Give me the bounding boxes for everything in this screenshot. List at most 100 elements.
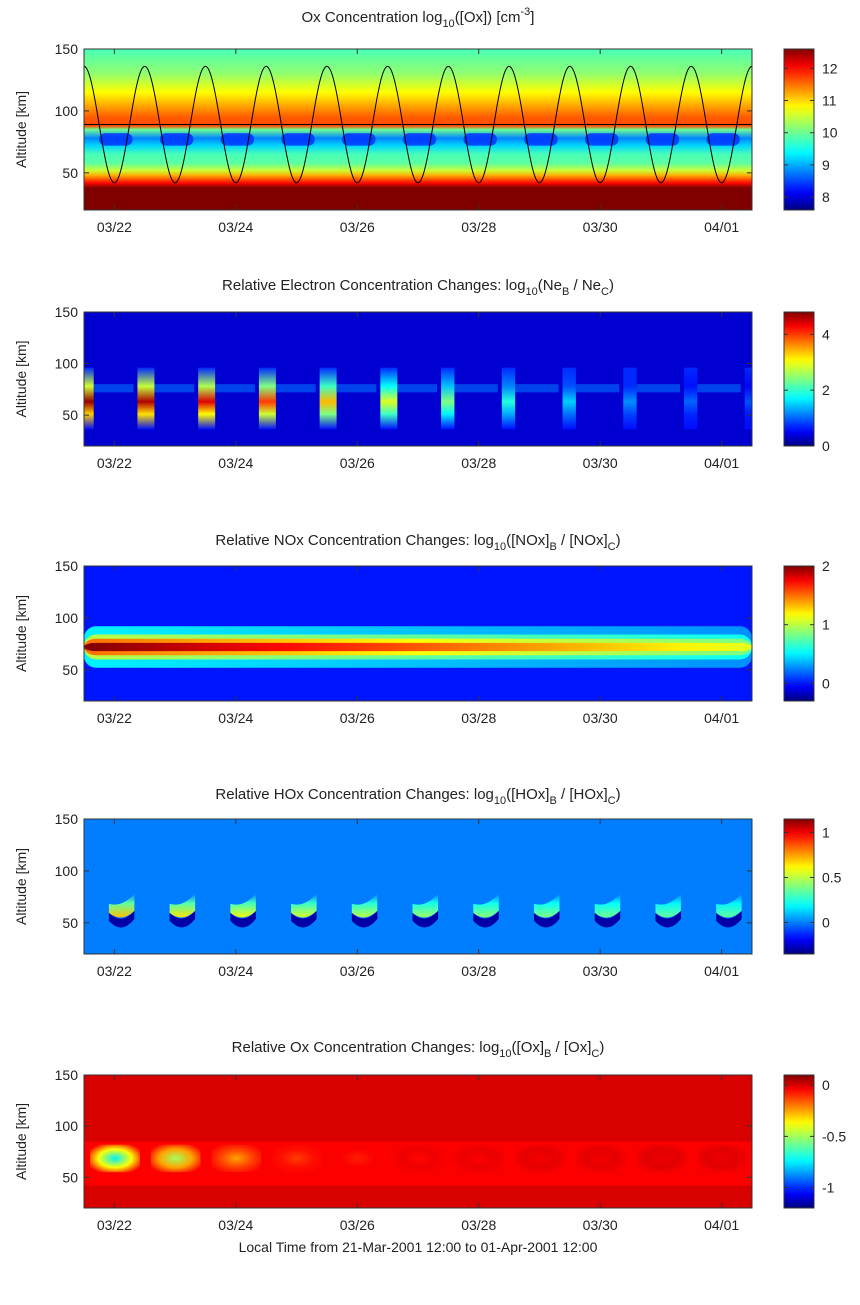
panel-1-title: Ox Concentration log10([Ox]) [cm-3] — [302, 6, 535, 30]
colorbar-tick-label: 0 — [822, 915, 830, 931]
panel-5-axes: 50 100 150 03/22 03/24 03/26 03/28 03/30 04/01 Al… — [13, 1067, 753, 1255]
electron-burst — [441, 367, 455, 430]
panel-1-axes: 50 100 150 03/22 03/24 03/26 03/28 03/30 04/01 Al… — [13, 41, 753, 235]
colorbar-tick-label: 8 — [822, 189, 830, 205]
electron-burst — [380, 367, 398, 430]
colorbar-tick-label: -1 — [822, 1180, 835, 1196]
x-tick-label: 03/28 — [461, 219, 496, 235]
x-tick-label: 03/22 — [97, 455, 132, 471]
electron-trail — [336, 384, 377, 393]
y-tick-label: 50 — [62, 1169, 78, 1185]
x-tick-label: 04/01 — [704, 219, 739, 235]
x-tick-label: 03/24 — [218, 455, 253, 471]
panel-2-heatmap — [84, 312, 752, 446]
ox-depletion-cell — [393, 1144, 444, 1173]
electron-burst — [137, 367, 155, 430]
hox-enhancement — [473, 893, 499, 918]
electron-burst — [258, 367, 276, 430]
electron-burst — [562, 367, 576, 430]
ox-depletion-cell — [697, 1144, 748, 1173]
x-tick-label: 03/26 — [340, 219, 375, 235]
ox-depletion-cell — [272, 1144, 323, 1173]
colorbar-tick-label: 2 — [822, 382, 830, 398]
electron-burst — [623, 367, 637, 430]
hox-deficit — [594, 910, 621, 928]
hox-enhancement — [230, 893, 256, 918]
electron-burst — [501, 367, 516, 430]
x-tick-label: 03/30 — [583, 455, 618, 471]
colorbar-tick-label: 0.5 — [822, 870, 842, 886]
x-tick-label: 03/24 — [218, 710, 253, 726]
x-tick-label: 03/30 — [583, 963, 618, 979]
hox-deficit — [230, 910, 256, 928]
x-tick-label: 03/26 — [340, 710, 375, 726]
x-tick-label: 03/28 — [461, 455, 496, 471]
colorbar-tick-label: 0 — [822, 675, 830, 691]
ox-depletion-cell — [515, 1144, 565, 1173]
electron-trail — [93, 384, 134, 393]
colorbar-tick-label: 1 — [822, 617, 830, 633]
colorbar-tick-label: 0 — [822, 438, 830, 454]
y-tick-label: 50 — [62, 915, 78, 931]
x-tick-label: 04/01 — [704, 710, 739, 726]
y-axis-label: Altitude [km] — [13, 848, 29, 925]
colorbar-tick-label: -0.5 — [822, 1128, 846, 1144]
y-tick-label: 150 — [55, 1067, 79, 1083]
hox-deficit — [169, 910, 196, 928]
electron-trail — [215, 384, 255, 393]
hox-enhancement — [291, 893, 317, 918]
night-cell — [220, 133, 255, 146]
y-tick-label: 100 — [55, 356, 79, 372]
panel-2-title: Relative Electron Concentration Changes:… — [222, 277, 614, 298]
night-cell — [281, 133, 315, 146]
electron-burst — [198, 367, 216, 430]
x-tick-label: 04/01 — [704, 1217, 739, 1233]
night-cell — [463, 133, 497, 146]
panel-4-heatmap — [84, 819, 752, 954]
night-cell — [99, 133, 133, 146]
hox-enhancement — [716, 893, 742, 918]
hox-deficit — [291, 910, 317, 928]
y-tick-label: 150 — [55, 811, 79, 827]
hox-enhancement — [655, 893, 681, 918]
y-tick-label: 150 — [55, 41, 79, 57]
electron-trail — [275, 384, 316, 393]
x-tick-label: 03/30 — [583, 219, 618, 235]
x-tick-label: 03/30 — [583, 1217, 618, 1233]
ox-depletion-cell — [636, 1144, 687, 1173]
hox-enhancement — [594, 893, 621, 918]
colorbar-tick-label: 4 — [822, 326, 830, 342]
electron-trail — [397, 384, 438, 393]
y-tick-label: 50 — [62, 662, 78, 678]
x-tick-label: 03/28 — [461, 1217, 496, 1233]
hox-deficit — [108, 910, 135, 928]
hox-deficit — [533, 910, 560, 928]
hox-deficit — [473, 910, 499, 928]
electron-trail — [515, 384, 559, 393]
x-tick-label: 03/22 — [97, 963, 132, 979]
night-cell — [342, 133, 376, 146]
panel-5-heatmap — [84, 1075, 752, 1208]
night-cell — [402, 133, 437, 146]
electron-burst — [683, 367, 698, 430]
electron-burst — [319, 367, 337, 430]
ox-depletion-cell — [211, 1144, 262, 1173]
diurnal-curve — [84, 65, 752, 184]
panel-3-title: Relative NOx Concentration Changes: log1… — [215, 532, 620, 553]
y-tick-label: 150 — [55, 558, 79, 574]
colorbar-tick-label: 12 — [822, 60, 838, 76]
panel-5-title: Relative Ox Concentration Changes: log10… — [232, 1039, 605, 1060]
x-tick-label: 04/01 — [704, 455, 739, 471]
nox-band — [84, 642, 752, 652]
panel-4-axes: 50 100 150 03/22 03/24 03/26 03/28 03/30 04/01 Al… — [13, 811, 753, 979]
night-cell — [159, 133, 194, 146]
electron-burst — [744, 367, 752, 430]
panel-3-axes: 50 100 150 03/22 03/24 03/26 03/28 03/30 04/01 Al… — [13, 558, 753, 726]
colorbar-tick-label: 9 — [822, 157, 830, 173]
colorbar-tick-label: 1 — [822, 825, 830, 841]
hox-enhancement — [351, 893, 378, 918]
hox-deficit — [412, 910, 439, 928]
hox-enhancement — [169, 893, 196, 918]
panel-3-colorbar: 0 1 2 — [783, 558, 830, 702]
colorbar-tick-label: 11 — [822, 93, 837, 109]
